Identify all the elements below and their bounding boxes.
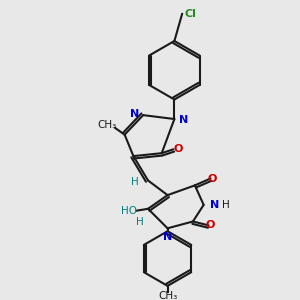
Text: H: H	[222, 200, 230, 210]
Text: H: H	[136, 218, 144, 227]
Text: N: N	[130, 109, 139, 119]
Text: Cl: Cl	[184, 9, 196, 19]
Text: O: O	[174, 144, 183, 154]
Text: N: N	[178, 115, 188, 125]
Text: N: N	[163, 232, 172, 242]
Text: H: H	[130, 177, 138, 188]
Text: O: O	[206, 220, 215, 230]
Text: CH₃: CH₃	[98, 120, 117, 130]
Text: CH₃: CH₃	[158, 291, 177, 300]
Text: N: N	[210, 200, 219, 210]
Text: O: O	[208, 173, 217, 184]
Text: HO: HO	[121, 206, 136, 216]
